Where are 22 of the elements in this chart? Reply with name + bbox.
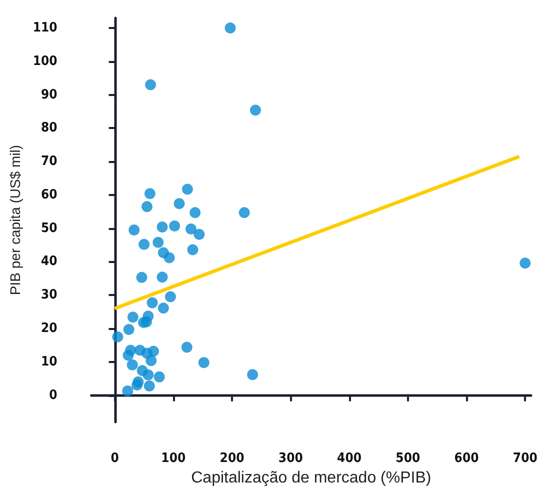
y-tick-label: 0 bbox=[49, 388, 58, 403]
x-tick-label: 100 bbox=[161, 451, 186, 466]
x-tick-label: 200 bbox=[220, 451, 244, 466]
x-tick-label: 600 bbox=[454, 451, 479, 466]
y-tick-label: 10 bbox=[41, 354, 58, 370]
y-tick-label: 100 bbox=[32, 54, 58, 69]
x-tick-label: 0 bbox=[110, 451, 119, 466]
y-tick-label: 20 bbox=[41, 321, 58, 336]
y-tick-label: 60 bbox=[41, 187, 58, 202]
y-tick-label: 40 bbox=[41, 254, 58, 270]
x-axis-title: Capitalização de mercado (%PIB) bbox=[191, 470, 432, 486]
x-tick-label: 500 bbox=[396, 451, 420, 466]
x-tick-label: 300 bbox=[278, 451, 303, 466]
y-tick-label: 70 bbox=[41, 154, 58, 170]
y-axis-title: PIB per capita (US$ mil) bbox=[7, 144, 23, 296]
y-tick-label: 110 bbox=[32, 20, 58, 36]
y-tick-label: 50 bbox=[41, 220, 58, 236]
x-tick-label: 400 bbox=[337, 451, 362, 466]
x-tick-label: 700 bbox=[512, 451, 538, 466]
y-tick-label: 90 bbox=[41, 87, 58, 102]
y-tick-label: 30 bbox=[41, 288, 58, 303]
y-tick-label: 80 bbox=[41, 120, 58, 136]
